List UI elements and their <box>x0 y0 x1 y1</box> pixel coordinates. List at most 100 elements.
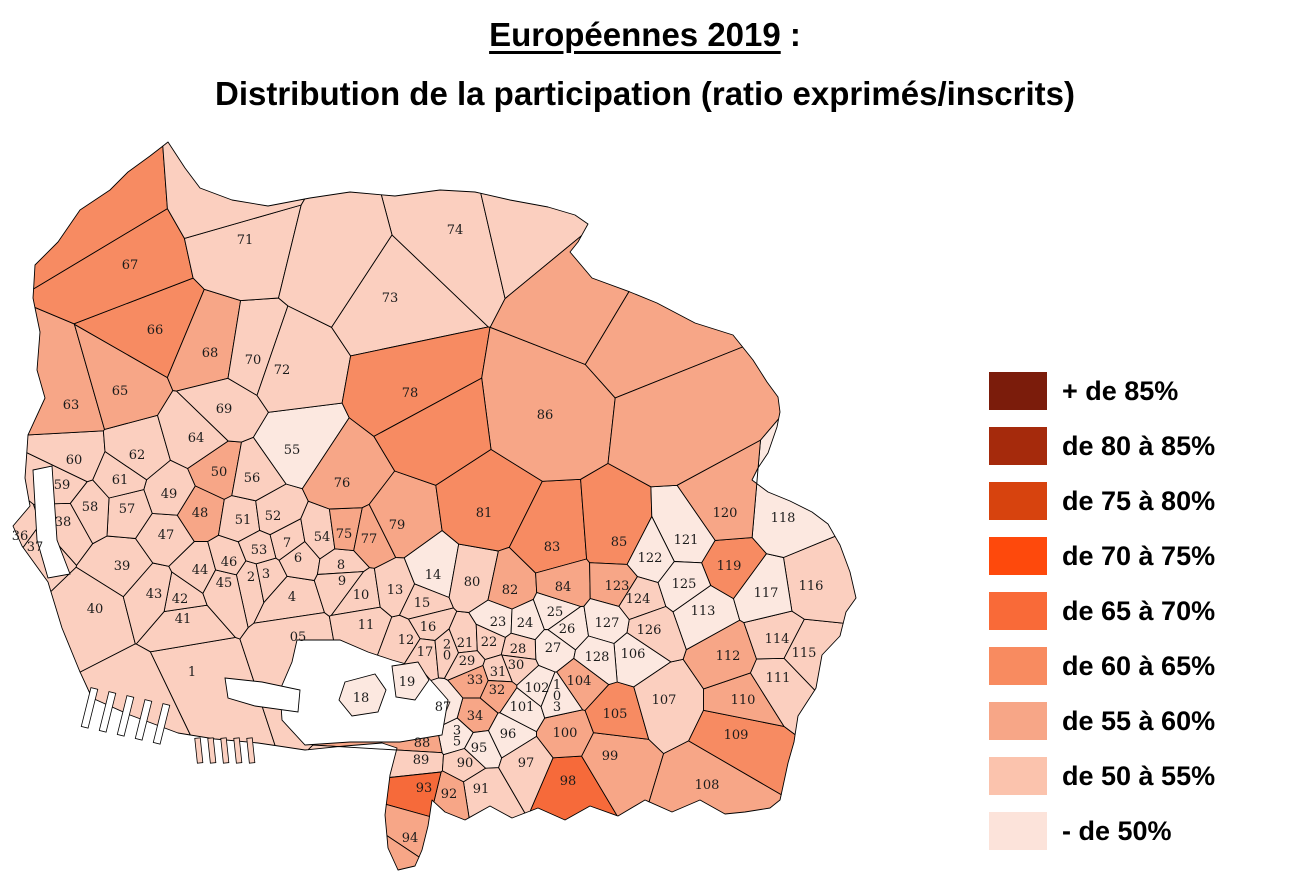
region-label-118: 118 <box>771 511 796 526</box>
region-126 <box>626 606 687 663</box>
region-label-81: 81 <box>476 506 493 521</box>
region-label-56: 56 <box>244 471 261 486</box>
region-56 <box>231 436 287 502</box>
region-label-76: 76 <box>334 476 351 491</box>
region-label-113: 113 <box>691 604 716 619</box>
region-label-94: 94 <box>402 831 419 846</box>
region-label-86: 86 <box>537 408 554 423</box>
region-label-121: 121 <box>674 533 699 548</box>
region-label-17: 17 <box>417 645 434 660</box>
region-label-109: 109 <box>724 728 749 743</box>
region-label-57: 57 <box>119 502 136 517</box>
region-108 <box>648 740 782 815</box>
region-115 <box>783 618 844 691</box>
region-label-112: 112 <box>716 649 741 664</box>
region-area <box>33 145 168 290</box>
legend-swatch-2 <box>989 482 1047 520</box>
region-label-55: 55 <box>284 443 301 458</box>
region-label-21: 21 <box>457 636 474 651</box>
region-label-14: 14 <box>425 568 442 583</box>
region-label-65: 65 <box>112 384 129 399</box>
region-label-31: 31 <box>490 665 507 680</box>
region-18 <box>338 673 387 717</box>
legend-label-0: + de 85% <box>1062 375 1179 406</box>
legend-swatch-3 <box>989 537 1047 575</box>
region-label-101: 101 <box>510 700 535 715</box>
region-label-32: 32 <box>489 683 506 698</box>
region-label-63: 63 <box>63 398 80 413</box>
region-label-52: 52 <box>265 509 282 524</box>
dock-inlet-1 <box>98 691 117 733</box>
region-label-72: 72 <box>274 363 291 378</box>
legend-label-3: de 70 à 75% <box>1062 540 1216 571</box>
region-label-97: 97 <box>518 756 535 771</box>
region-label-108: 108 <box>695 778 720 793</box>
legend-label-6: de 55 à 60% <box>1062 705 1216 736</box>
region-label-28: 28 <box>510 642 527 657</box>
pier-4 <box>246 737 256 764</box>
region-label-114: 114 <box>765 632 790 647</box>
region-label-124: 124 <box>626 592 651 607</box>
region-label-38: 38 <box>55 515 72 530</box>
region-label-33: 33 <box>467 673 484 688</box>
region-127 <box>583 598 630 644</box>
harbor-water-2 <box>32 465 71 579</box>
region-label-36: 36 <box>12 529 29 544</box>
region-area <box>584 291 744 399</box>
legend-item-8: - de 50% <box>989 812 1215 850</box>
region-label-26: 26 <box>559 622 576 637</box>
region-label-125: 125 <box>672 577 697 592</box>
legend-item-6: de 55 à 60% <box>989 702 1215 740</box>
region-label-79: 79 <box>389 518 406 533</box>
region-label-30: 30 <box>508 658 525 673</box>
region-45 <box>202 569 249 640</box>
region-label-115: 115 <box>792 646 817 661</box>
region-118 <box>751 418 836 558</box>
legend-label-5: de 60 à 65% <box>1062 650 1216 681</box>
region-label-67: 67 <box>122 258 139 273</box>
dock-inlet-4 <box>152 703 171 745</box>
region-label-1: 1 <box>188 665 196 680</box>
region-label-117: 117 <box>754 586 779 601</box>
region-label-62: 62 <box>129 448 146 463</box>
region-label-99: 99 <box>602 749 619 764</box>
dock-inlet-3 <box>134 699 153 741</box>
region-label-83: 83 <box>544 540 561 555</box>
region-label-42: 42 <box>172 592 189 607</box>
region-label-19: 19 <box>399 675 416 690</box>
region-label-95: 95 <box>471 741 488 756</box>
region-label-119: 119 <box>717 559 742 574</box>
region-label-40: 40 <box>87 602 104 617</box>
pier-1 <box>207 737 217 764</box>
region-label-4: 4 <box>288 590 296 605</box>
legend-item-3: de 70 à 75% <box>989 537 1215 575</box>
region-label-89: 89 <box>413 753 430 768</box>
region-label-8: 8 <box>337 558 345 573</box>
pier-2 <box>220 737 230 764</box>
region-label-54: 54 <box>314 530 331 545</box>
region-label-73: 73 <box>382 291 399 306</box>
region-label-98: 98 <box>560 774 577 789</box>
region-label-66: 66 <box>147 323 164 338</box>
region-label-53: 53 <box>251 543 268 558</box>
region-label-59: 59 <box>54 478 71 493</box>
legend-item-4: de 65 à 70% <box>989 592 1215 630</box>
region-label-110: 110 <box>731 693 756 708</box>
legend-item-7: de 50 à 55% <box>989 757 1215 795</box>
region-label-87: 87 <box>435 700 452 715</box>
region-label-44: 44 <box>192 563 209 578</box>
legend-label-2: de 75 à 80% <box>1062 485 1216 516</box>
region-label-70: 70 <box>245 353 262 368</box>
region-label-92: 92 <box>441 787 458 802</box>
legend-label-8: - de 50% <box>1062 815 1172 846</box>
region-label-78: 78 <box>402 386 419 401</box>
region-label-107: 107 <box>652 693 677 708</box>
region-label-16: 16 <box>420 620 437 635</box>
region-label-50: 50 <box>211 465 228 480</box>
region-label-68: 68 <box>202 346 219 361</box>
legend-item-2: de 75 à 80% <box>989 482 1215 520</box>
region-label-96: 96 <box>500 727 517 742</box>
